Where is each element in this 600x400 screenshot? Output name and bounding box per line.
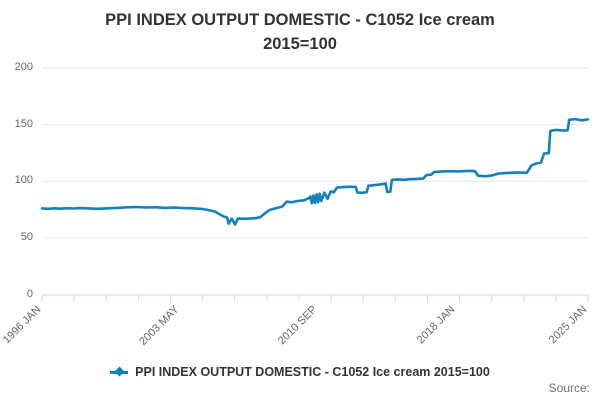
y-axis-label: 50 (20, 230, 33, 243)
ppi-series-line (40, 117, 590, 226)
chart-title-line2: 2015=100 (263, 35, 337, 53)
y-axis-label: 150 (14, 117, 33, 130)
source-label: Source: (548, 381, 590, 395)
y-axis-label: 100 (14, 174, 33, 187)
legend-line-with-diamond-icon (110, 366, 129, 377)
y-axis-label: 200 (14, 61, 33, 73)
legend-label: PPI INDEX OUTPUT DOMESTIC - C1052 Ice cr… (135, 365, 490, 379)
chart-title: PPI INDEX OUTPUT DOMESTIC - C1052 Ice cr… (0, 8, 600, 56)
chart-title-line1: PPI INDEX OUTPUT DOMESTIC - C1052 Ice cr… (105, 11, 495, 29)
y-axis-label: 0 (26, 287, 33, 300)
legend: PPI INDEX OUTPUT DOMESTIC - C1052 Ice cr… (0, 362, 600, 382)
